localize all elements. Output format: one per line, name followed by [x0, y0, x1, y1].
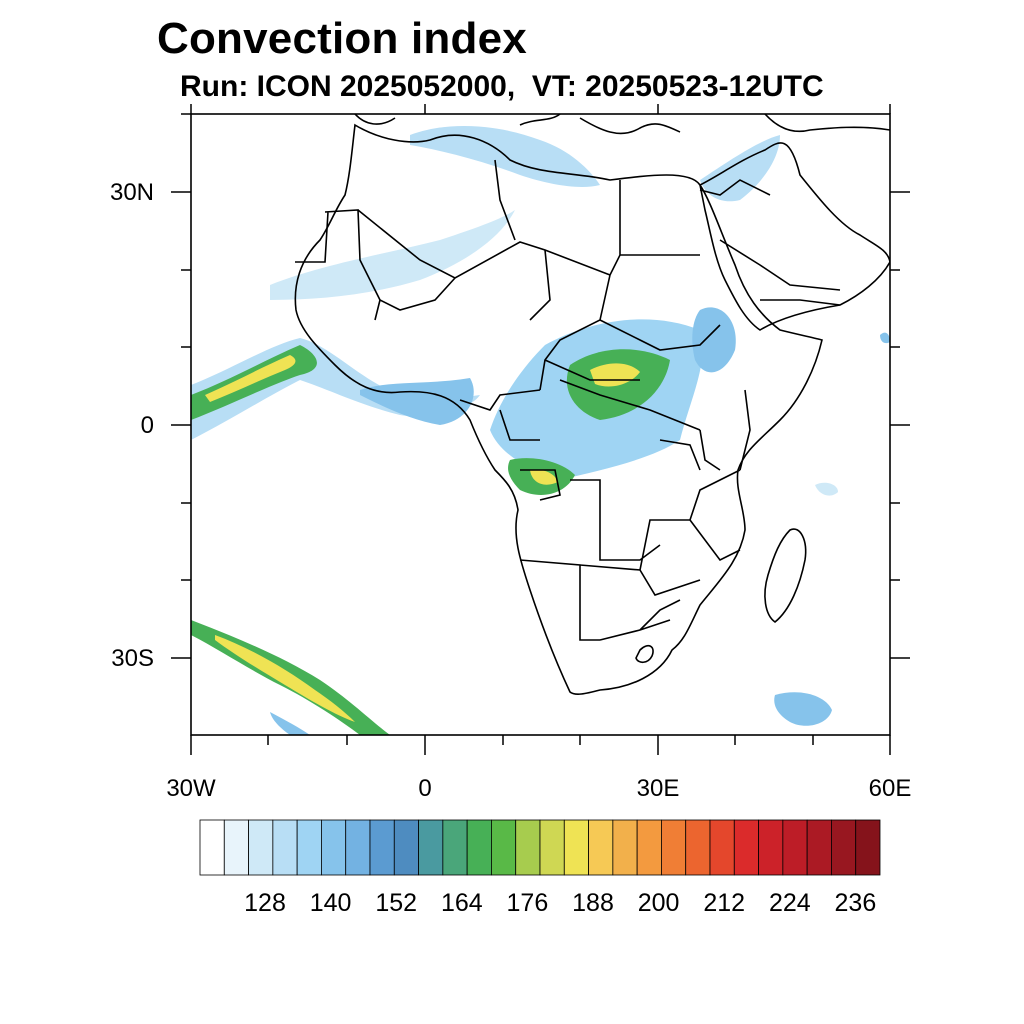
colorbar-swatch: [369, 819, 395, 876]
colorbar-swatch: [855, 819, 881, 876]
colorbar-label: 164: [441, 889, 483, 917]
colorbar-swatch: [321, 819, 347, 876]
colorbar: [199, 819, 881, 876]
colorbar-swatch: [685, 819, 711, 876]
colorbar-label: 200: [638, 889, 680, 917]
south-atlantic-outer: [270, 712, 310, 735]
itcz-core: [205, 355, 296, 402]
colorbar-swatch: [296, 819, 322, 876]
lon-label-60e: 60E: [869, 775, 912, 802]
lon-label-30e: 30E: [637, 775, 680, 802]
colorbar-swatch: [223, 819, 249, 876]
europe-coastline: [354, 114, 890, 135]
colorbar-swatch: [661, 819, 687, 876]
colorbar-swatch: [199, 819, 225, 876]
coastlines: [294, 114, 890, 695]
arabia-borders: [699, 179, 841, 306]
colorbar-swatch: [806, 819, 832, 876]
colorbar-swatch: [515, 819, 541, 876]
colorbar-label: 152: [375, 889, 417, 917]
lon-label-0: 0: [418, 775, 431, 802]
colorbar-swatch: [466, 819, 492, 876]
colorbar-swatch: [758, 819, 784, 876]
madagascar-convection: [774, 692, 832, 726]
sahara-streaks: [270, 210, 515, 300]
colorbar-swatch: [612, 819, 638, 876]
axis-ticks: [171, 104, 910, 755]
colorbar-swatch: [491, 819, 517, 876]
congo-peak: [530, 469, 558, 485]
lat-label-30n: 30N: [110, 179, 154, 206]
colorbar-swatch: [782, 819, 808, 876]
indian-ocean-cell: [815, 482, 838, 496]
colorbar-label: 140: [310, 889, 352, 917]
colorbar-labels: 128 140 152 164 176 188 200 212 224 236: [244, 889, 876, 917]
colorbar-label: 212: [703, 889, 745, 917]
chart-subtitle: Run: ICON 2025052000, VT: 20250523-12UTC: [180, 70, 824, 103]
colorbar-swatch: [588, 819, 614, 876]
lat-label-30s: 30S: [111, 645, 154, 672]
madagascar-coastline: [764, 528, 807, 623]
country-borders: [295, 159, 751, 641]
colorbar-swatch: [393, 819, 419, 876]
colorbar-swatch: [345, 819, 371, 876]
colorbar-swatch: [733, 819, 759, 876]
west-africa-convection: [360, 378, 474, 425]
colorbar-label: 176: [507, 889, 549, 917]
lat-label-0: 0: [141, 412, 154, 439]
colorbar-label: 224: [769, 889, 811, 917]
africa-coastline: [294, 123, 823, 695]
colorbar-swatch: [418, 819, 444, 876]
colorbar-swatch: [563, 819, 589, 876]
colorbar-swatch: [709, 819, 735, 876]
colorbar-swatch: [831, 819, 857, 876]
colorbar-swatch: [272, 819, 298, 876]
south-atlantic-core: [215, 635, 355, 722]
levant-convection: [700, 135, 780, 202]
colorbar-swatch: [442, 819, 468, 876]
colorbar-swatch: [539, 819, 565, 876]
colorbar-swatch: [248, 819, 274, 876]
colorbar-label: 128: [244, 889, 286, 917]
colorbar-swatch: [636, 819, 662, 876]
colorbar-label: 188: [572, 889, 614, 917]
colorbar-label: 236: [835, 889, 877, 917]
convection-field: [191, 125, 890, 735]
chart-title: Convection index: [157, 14, 527, 63]
lesotho-border: [635, 644, 654, 664]
arabian-sea-cell: [880, 332, 890, 344]
lon-label-30w: 30W: [166, 775, 216, 802]
mediterranean-north: [410, 125, 600, 187]
ethiopia-convection: [692, 307, 736, 373]
